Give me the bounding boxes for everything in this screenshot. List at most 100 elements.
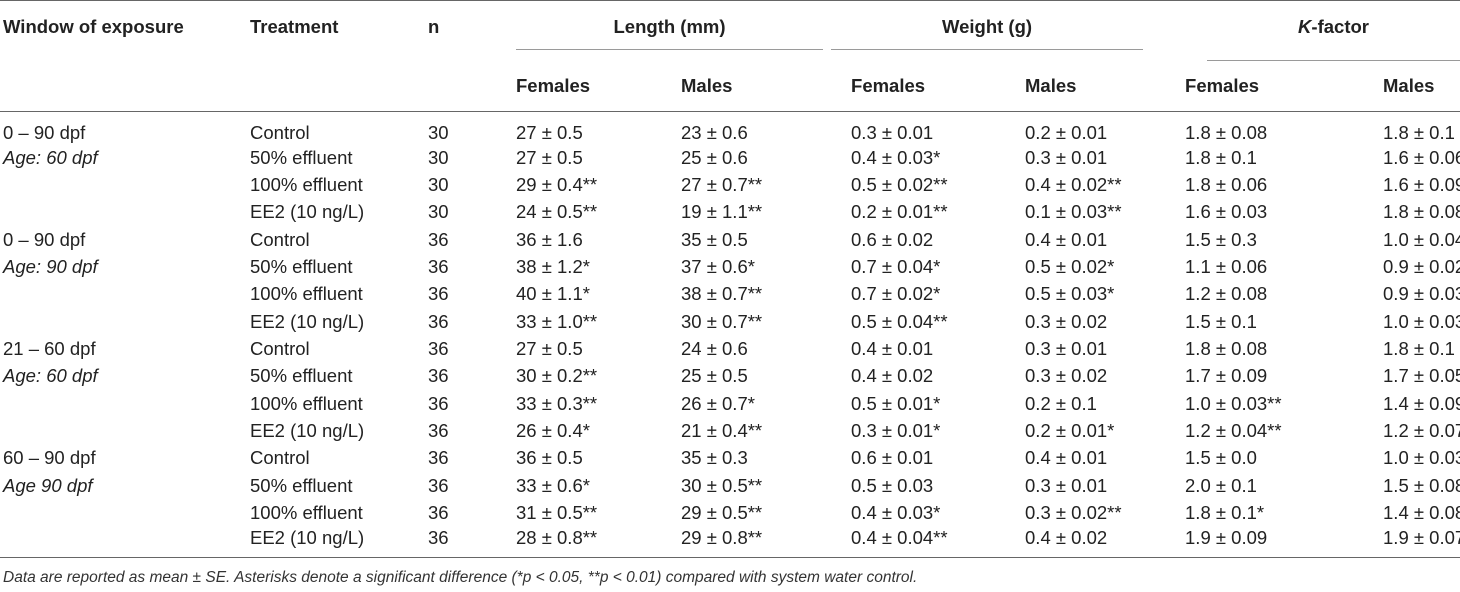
cell-weight-females: 0.4 ± 0.03* [851,146,941,168]
header-weight-males: Males [1003,61,1182,112]
cell-weight-males: 0.4 ± 0.01 [1025,228,1108,250]
cell-treatment: 100% effluent [250,502,363,524]
table-row: 100% effluent 36 33 ± 0.3** 26 ± 0.7* 0.5 ± … [0,390,1460,417]
cell-window [0,281,250,308]
cell-length-females: 27 ± 0.5 [516,146,583,168]
cell-window: Age: 60 dpf [3,365,98,387]
cell-length-females: 36 ± 0.5 [516,447,583,469]
cell-n: 36 [428,474,449,496]
cell-weight-females: 0.5 ± 0.03 [851,474,934,496]
cell-kfactor-males: 1.8 ± 0.1 [1383,122,1455,143]
table-row: EE2 (10 ng/L) 36 33 ± 1.0** 30 ± 0.7** 0.5 ±… [0,308,1460,335]
cell-treatment: 50% effluent [250,365,353,387]
cell-kfactor-males: 1.0 ± 0.04 [1383,228,1460,250]
cell-kfactor-females: 1.9 ± 0.09 [1181,526,1352,558]
cell-weight-males: 0.2 ± 0.01 [1025,122,1108,143]
cell-weight-females: 0.4 ± 0.04** [831,526,1004,558]
cell-kfactor-females: 1.2 ± 0.04** [1185,420,1282,442]
cell-length-males: 23 ± 0.6 [681,122,748,143]
cell-length-males: 24 ± 0.6 [681,338,748,360]
cell-kfactor-females: 1.8 ± 0.08 [1185,122,1268,143]
cell-weight-females: 0.2 ± 0.01** [851,201,948,223]
cell-treatment: Control [250,228,310,250]
table-row: EE2 (10 ng/L) 36 26 ± 0.4* 21 ± 0.4** 0.3 ± … [0,417,1460,444]
table-row: 60 – 90 dpf Control 36 36 ± 0.5 35 ± 0.3 0.6 … [0,445,1460,472]
cell-kfactor-males: 1.8 ± 0.08 [1383,201,1460,223]
cell-n: 36 [428,502,449,524]
cell-weight-females: 0.5 ± 0.04** [851,310,948,332]
cell-length-males: 29 ± 0.5** [681,502,763,524]
cell-length-males: 27 ± 0.7** [681,174,763,196]
cell-weight-males: 0.2 ± 0.01* [1025,420,1115,442]
cell-weight-females: 0.3 ± 0.01* [851,420,941,442]
table-row: EE2 (10 ng/L) 30 24 ± 0.5** 19 ± 1.1** 0.2 ±… [0,199,1460,226]
cell-weight-males: 0.1 ± 0.03** [1025,201,1122,223]
cell-kfactor-females: 1.2 ± 0.08 [1185,283,1268,305]
cell-window [0,171,250,198]
cell-weight-males: 0.3 ± 0.01 [1025,338,1108,360]
cell-kfactor-females: 1.8 ± 0.1 [1185,146,1257,168]
cell-kfactor-males: 1.4 ± 0.09** [1383,392,1460,414]
cell-kfactor-females: 1.8 ± 0.08 [1185,338,1268,360]
cell-window [0,417,250,444]
table-row: Age: 90 dpf 50% effluent 36 38 ± 1.2* 37 ± 0… [0,253,1460,280]
table-row: 0 – 90 dpf Control 36 36 ± 1.6 35 ± 0.5 0.6 ±… [0,226,1460,253]
cell-window: 0 – 90 dpf [3,228,86,250]
cell-kfactor-females: 1.5 ± 0.0 [1185,447,1257,469]
cell-n: 36 [428,283,449,305]
cell-weight-males: 0.3 ± 0.02 [1025,310,1108,332]
header-weight: Weight (g) [831,0,1182,61]
cell-window [0,308,250,335]
cell-n: 36 [428,365,449,387]
cell-treatment: Control [250,447,310,469]
cell-treatment: EE2 (10 ng/L) [250,310,365,332]
cell-kfactor-males: 1.8 ± 0.1 [1383,338,1455,360]
cell-kfactor-males: 1.9 ± 0.07** [1351,526,1460,558]
cell-treatment: Control [250,338,310,360]
cell-kfactor-males: 1.0 ± 0.03 [1383,447,1460,469]
cell-kfactor-females: 2.0 ± 0.1 [1185,474,1257,496]
cell-n: 36 [428,256,449,278]
cell-length-males: 30 ± 0.7** [681,310,763,332]
cell-n: 36 [428,420,449,442]
header-kfactor-label: K-factor [1207,16,1460,61]
table-row: 100% effluent 36 31 ± 0.5** 29 ± 0.5** 0.4 ±… [0,499,1460,526]
cell-weight-males: 0.2 ± 0.1 [1025,392,1097,414]
cell-weight-females: 0.3 ± 0.01 [851,122,934,143]
header-length-label: Length (mm) [516,16,824,50]
cell-n: 30 [428,174,449,196]
cell-length-females: 29 ± 0.4** [516,174,598,196]
cell-window: Age: 60 dpf [3,146,98,168]
cell-kfactor-females: 1.0 ± 0.03** [1185,392,1282,414]
header-length-males: Males [681,61,832,112]
cell-kfactor-males: 1.2 ± 0.07** [1383,420,1460,442]
cell-treatment: EE2 (10 ng/L) [250,201,365,223]
cell-length-females: 28 ± 0.8** [516,526,681,558]
table-row: 0 – 90 dpf Control 30 27 ± 0.5 23 ± 0.6 0.3 ±… [0,112,1460,145]
cell-length-males: 35 ± 0.5 [681,228,748,250]
cell-weight-males: 0.4 ± 0.02** [1025,174,1122,196]
cell-treatment: 50% effluent [250,256,353,278]
cell-length-females: 33 ± 0.3** [516,392,598,414]
cell-weight-females: 0.6 ± 0.02 [851,228,934,250]
cell-kfactor-males: 1.0 ± 0.03 [1383,310,1460,332]
cell-kfactor-males: 1.6 ± 0.09 [1383,174,1460,196]
header-length: Length (mm) [516,0,832,61]
cell-length-males: 26 ± 0.7* [681,392,755,414]
cell-window [0,199,250,226]
cell-length-females: 33 ± 1.0** [516,310,598,332]
header-n: n [428,0,516,61]
cell-n: 30 [428,122,449,143]
cell-length-females: 31 ± 0.5** [516,502,598,524]
cell-kfactor-males: 0.9 ± 0.02 [1383,256,1460,278]
cell-n: 30 [428,201,449,223]
table-row: Age 90 dpf 50% effluent 36 33 ± 0.6* 30 ± 0.… [0,472,1460,499]
header-window-of-exposure: Window of exposure [0,0,250,61]
cell-length-females: 26 ± 0.4* [516,420,590,442]
cell-kfactor-males: 0.9 ± 0.03 [1383,283,1460,305]
results-table: Window of exposure Treatment n Length (m… [0,0,1460,558]
cell-kfactor-males: 1.6 ± 0.06 [1383,146,1460,168]
cell-length-females: 38 ± 1.2* [516,256,590,278]
cell-length-males: 38 ± 0.7** [681,283,763,305]
cell-kfactor-females: 1.5 ± 0.3 [1185,228,1257,250]
